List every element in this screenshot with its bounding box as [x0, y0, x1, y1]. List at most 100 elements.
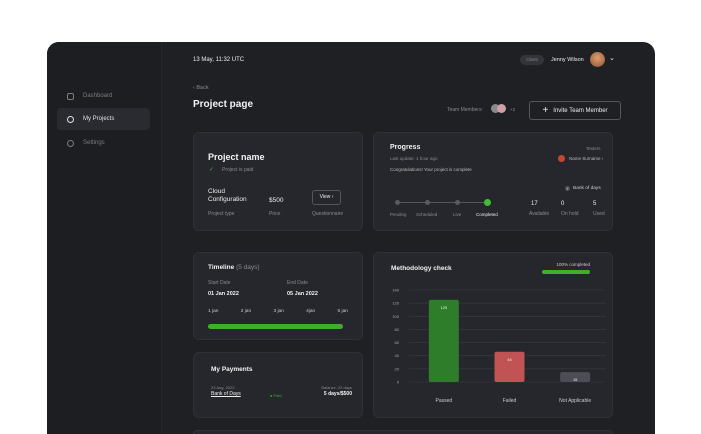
timeline-title: Timeline (5 days)	[208, 264, 260, 271]
timeline-ticks: 1 jan 2 jan 3 jan 4jan 5 jan	[208, 309, 348, 314]
info-icon: i	[565, 186, 570, 191]
sidebar-item-dashboard[interactable]: Dashboard	[57, 85, 150, 107]
y-tick-label: 120	[392, 301, 399, 306]
last-update: Last update: 1 hour ago	[390, 156, 438, 161]
payment-status: ● Paid	[270, 393, 282, 398]
tick: 3 jan	[273, 309, 284, 314]
payments-card: My Payments 23 Aug, 2022 Bank of Days ● …	[193, 352, 363, 418]
app-window: Dashboard My Projects Settings 13 May, 1…	[47, 42, 655, 434]
stat-label: Available	[529, 211, 550, 217]
step-label: Pending	[390, 212, 407, 217]
bar-value-label: 125	[440, 305, 447, 310]
team-avatar[interactable]	[497, 104, 506, 113]
sidebar-item-label: Settings	[83, 140, 105, 146]
user-name[interactable]: Jenny Wilson	[551, 57, 584, 63]
timeline-title-text: Timeline	[208, 264, 235, 271]
y-tick-label: 140	[392, 288, 399, 293]
tick: 5 jan	[337, 309, 348, 314]
x-category-label: Not Applicable	[559, 398, 591, 404]
progress-title: Progress	[390, 144, 421, 151]
payment-status-text: Paid	[273, 393, 282, 398]
end-date-label: End Date	[287, 280, 308, 286]
team-extra-count: +2	[510, 107, 516, 112]
methodology-completed: 100% completed	[556, 262, 590, 267]
page-title: Project page	[193, 99, 254, 110]
y-tick-label: 20	[395, 366, 400, 371]
tick: 4jan	[306, 309, 316, 314]
team-members-label: Team Members:	[447, 107, 483, 113]
start-date-label: Start Date	[208, 280, 231, 286]
stat-value: 17	[531, 201, 538, 207]
sidebar-item-settings[interactable]: Settings	[57, 132, 150, 154]
y-tick-label: 40	[395, 353, 400, 358]
timeline-days: (5 days)	[236, 264, 260, 271]
payment-link[interactable]: Bank of Days	[211, 391, 241, 397]
testers-label: Testers	[586, 146, 601, 151]
datetime: 13 May, 11:32 UTC	[193, 57, 245, 63]
y-tick-label: 100	[392, 314, 399, 319]
avatar[interactable]	[590, 52, 605, 67]
x-category-label: Passed	[435, 398, 452, 404]
methodology-title: Methodology check	[391, 265, 452, 272]
step-label: Completed	[476, 212, 498, 217]
bar-value-label: 15	[573, 377, 578, 382]
sidebar-item-label: Dashboard	[83, 93, 113, 99]
project-title: Project name	[208, 152, 265, 162]
end-date: 05 Jan 2022	[287, 291, 318, 297]
price-value: $500	[269, 197, 284, 204]
role-badge: Client	[520, 55, 544, 65]
tester-link[interactable]: Name Surname ›	[569, 156, 604, 161]
bar	[428, 299, 459, 382]
back-link[interactable]: ‹ Back	[193, 85, 209, 91]
start-date: 01 Jan 2022	[208, 291, 239, 297]
bottom-card	[193, 430, 613, 434]
timeline-card: Timeline (5 days) Start Date 01 Jan 2022…	[193, 252, 363, 340]
methodology-card: Methodology check 100% completed 0 20 40 60…	[373, 252, 613, 418]
stat-label: On hold	[561, 211, 579, 217]
sidebar: Dashboard My Projects Settings	[47, 42, 162, 434]
projects-icon	[67, 115, 74, 123]
tester-avatar	[558, 155, 565, 162]
grid-icon	[67, 92, 74, 100]
x-category-label: Failed	[503, 398, 517, 404]
tick: 2 jan	[240, 309, 252, 314]
chevron-down-icon[interactable]: ⌄	[609, 55, 615, 62]
step-label: Scheduled	[416, 212, 438, 217]
step-dot	[395, 200, 400, 205]
paid-status: Project is paid	[222, 167, 254, 173]
y-tick-label: 60	[395, 340, 400, 345]
step-dot	[425, 200, 430, 205]
plus-icon: +	[542, 105, 549, 116]
invite-label: Invite Team Member	[553, 107, 608, 114]
invite-team-member-button[interactable]: + Invite Team Member	[529, 101, 621, 120]
stepper-line	[398, 202, 488, 203]
methodology-progress-track	[542, 270, 590, 274]
project-type-value: Cloud Configuration	[208, 188, 247, 203]
bar-chart: 0 20 40 60 80 100 120 140 125 Passed 46 Failed 15 Not…	[392, 288, 606, 404]
balance-value: 5 days/$500	[323, 391, 352, 397]
timeline-progress-fill	[208, 324, 343, 329]
step-dot	[455, 200, 460, 205]
stat-value: 5	[593, 201, 597, 207]
check-icon: ✓	[209, 167, 215, 173]
view-button[interactable]: View ›	[312, 190, 341, 205]
y-tick-label: 0	[397, 380, 400, 385]
sidebar-item-my-projects[interactable]: My Projects	[57, 108, 150, 130]
sidebar-item-label: My Projects	[83, 116, 115, 122]
bank-of-days-label: Bank of days	[573, 186, 601, 191]
progress-card: Progress Last update: 1 hour ago Congrat…	[373, 132, 613, 231]
questionnaire-label: Questionnaire	[312, 211, 344, 217]
methodology-progress-fill	[542, 270, 590, 274]
tick: 1 jan	[208, 309, 219, 314]
bar	[560, 372, 591, 382]
gear-icon	[67, 139, 74, 147]
project-type-label: Project type	[208, 211, 235, 217]
timeline-progress-track	[208, 324, 343, 329]
project-card: Project name ✓ Project is paid Cloud Con…	[193, 132, 363, 231]
team-avatar[interactable]	[491, 104, 500, 113]
payments-title: My Payments	[211, 366, 253, 373]
step-label: Live	[453, 212, 462, 217]
step-dot-active	[484, 199, 491, 206]
bar-value-label: 46	[507, 357, 512, 362]
completion-message: Congratulations! Your project is complet…	[390, 167, 472, 172]
